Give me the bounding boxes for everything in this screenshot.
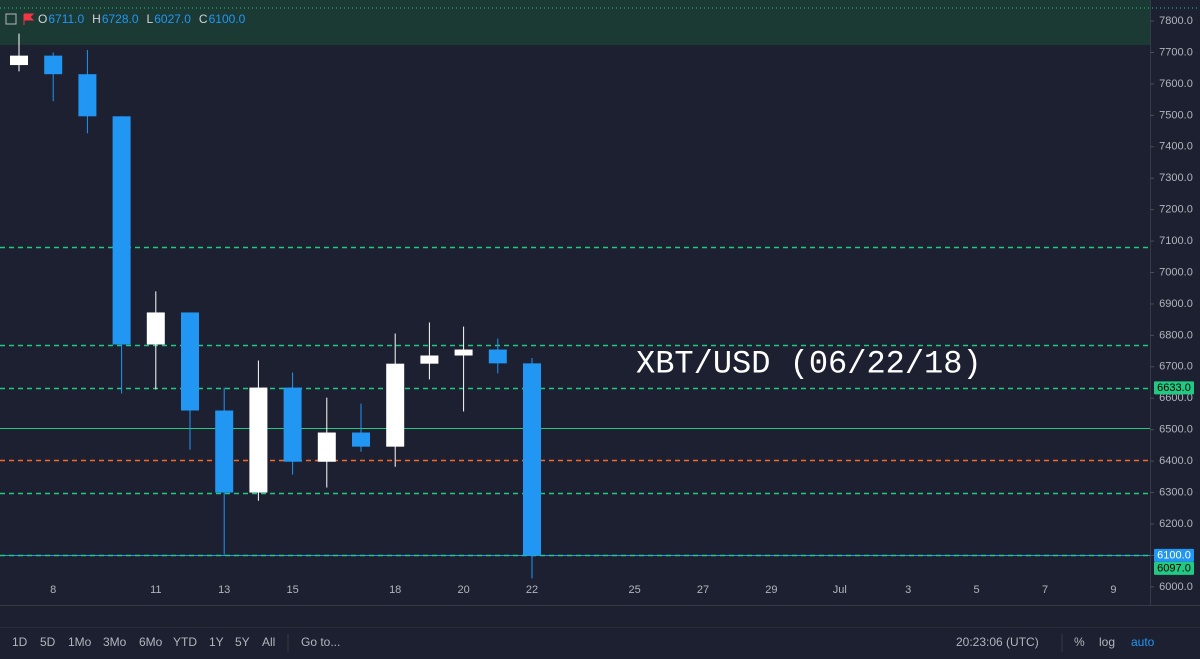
y-tick-label: 7000.0	[1159, 266, 1193, 278]
candle-body	[181, 312, 199, 411]
candle-body	[10, 55, 28, 66]
y-tick-label: 6200.0	[1159, 518, 1193, 530]
candle-body	[44, 55, 63, 75]
x-tick-label: 25	[628, 584, 640, 596]
candle-body	[317, 432, 336, 462]
x-tick-label: 3	[905, 584, 911, 596]
y-tick-label: 6900.0	[1159, 298, 1193, 310]
y-tick-label: 6400.0	[1159, 455, 1193, 467]
x-tick-label: 9	[1110, 584, 1116, 596]
range-button[interactable]: 3Mo	[103, 635, 127, 649]
clock: 20:23:06 (UTC)	[956, 635, 1039, 649]
x-tick-label: 13	[218, 584, 230, 596]
x-tick-label: 5	[974, 584, 980, 596]
x-tick-label: 29	[765, 584, 777, 596]
y-tick-label: 7500.0	[1159, 109, 1193, 121]
range-button[interactable]: 5D	[40, 635, 56, 649]
range-button[interactable]: YTD	[173, 635, 197, 649]
x-tick-label: 7	[1042, 584, 1048, 596]
percent-toggle[interactable]: %	[1074, 635, 1085, 649]
range-button[interactable]: 5Y	[235, 635, 250, 649]
ohlc-value: 6711.0	[48, 12, 84, 26]
auto-toggle[interactable]: auto	[1131, 635, 1155, 649]
candle-body	[454, 349, 473, 356]
x-tick-label: 22	[526, 584, 538, 596]
ohlc-key: L	[147, 12, 154, 26]
ohlc-key: O	[38, 12, 47, 26]
candle-body	[146, 312, 165, 345]
range-button[interactable]: 1Mo	[68, 635, 92, 649]
candle-body	[523, 363, 541, 556]
header-band	[0, 0, 1150, 45]
candle-body	[283, 387, 302, 462]
ohlc-key: H	[92, 12, 101, 26]
y-tick-label: 7300.0	[1159, 172, 1193, 184]
candle-body	[420, 355, 439, 364]
ohlc-value: 6728.0	[102, 12, 139, 26]
price-label-box	[1154, 561, 1194, 575]
x-tick-label: 18	[389, 584, 401, 596]
x-tick-label: 8	[50, 584, 56, 596]
x-tick-label: 20	[457, 584, 469, 596]
x-tick-label: 15	[286, 584, 298, 596]
ohlc-header	[5, 13, 35, 25]
candle-body	[78, 74, 97, 117]
flag-icon[interactable]	[23, 13, 35, 25]
expand-icon[interactable]	[5, 13, 17, 25]
y-tick-label: 7200.0	[1159, 204, 1193, 216]
annotation: XBT/USD (06/22/18)	[636, 345, 982, 382]
y-tick-label: 7600.0	[1159, 78, 1193, 90]
y-tick-label: 6700.0	[1159, 361, 1193, 373]
toolbar	[0, 627, 1200, 659]
y-tick-label: 6500.0	[1159, 424, 1193, 436]
log-toggle[interactable]: log	[1099, 635, 1115, 649]
plot-area	[0, 0, 1200, 45]
y-tick-label: 7100.0	[1159, 235, 1193, 247]
range-button[interactable]: 1Y	[209, 635, 224, 649]
y-tick-label: 6300.0	[1159, 486, 1193, 498]
ohlc-value: 6027.0	[154, 12, 191, 26]
y-tick-label: 7700.0	[1159, 46, 1193, 58]
candle-body	[249, 387, 268, 493]
candle-body	[215, 410, 234, 493]
price-label: 6097.0	[1157, 562, 1191, 574]
candle-body	[112, 116, 131, 345]
y-tick-label: 6000.0	[1159, 581, 1193, 593]
ohlc-value: 6100.0	[209, 12, 246, 26]
y-tick-label: 7800.0	[1159, 15, 1193, 27]
y-tick-label: 6800.0	[1159, 329, 1193, 341]
range-button[interactable]: 6Mo	[139, 635, 163, 649]
candle-body	[386, 363, 405, 447]
y-tick-label: 7400.0	[1159, 141, 1193, 153]
goto-button[interactable]: Go to...	[301, 635, 340, 649]
price-label-box	[1154, 548, 1194, 562]
price-label: 6100.0	[1157, 549, 1191, 561]
ohlc-key: C	[199, 12, 208, 26]
x-tick-label: 11	[150, 584, 161, 596]
price-label: 6633.0	[1157, 382, 1191, 394]
x-tick-label: Jul	[833, 584, 847, 596]
x-tick-label: 27	[697, 584, 709, 596]
y-tick-label: 6600.0	[1159, 392, 1193, 404]
range-button[interactable]: 1D	[12, 635, 28, 649]
price-label-box	[1154, 381, 1194, 395]
candle-body	[352, 432, 370, 447]
range-button[interactable]: All	[262, 635, 275, 649]
candle-body	[488, 349, 507, 364]
